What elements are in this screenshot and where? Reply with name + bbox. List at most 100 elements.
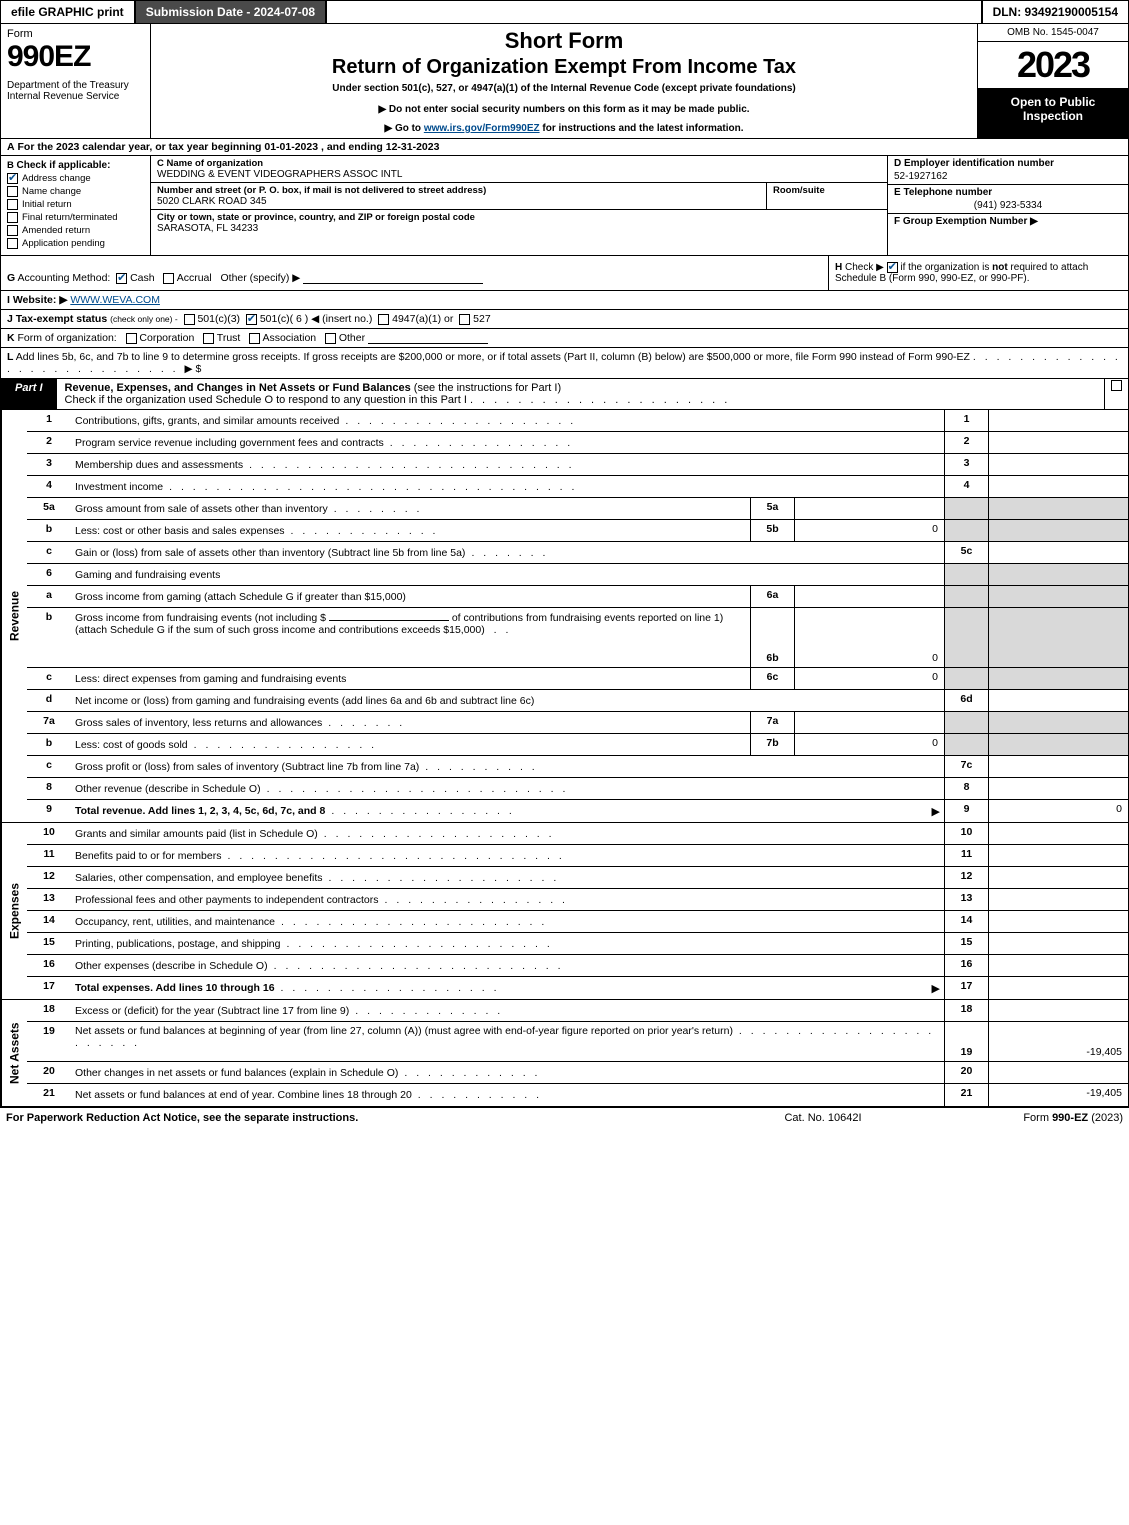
footer-left: For Paperwork Reduction Act Notice, see … (6, 1112, 723, 1124)
other-org-line[interactable] (368, 332, 488, 344)
line-17: 17 Total expenses. Add lines 10 through … (27, 977, 1128, 999)
part-1-tag: Part I (1, 379, 57, 409)
opt-name-change[interactable]: Name change (7, 186, 144, 197)
j-sub: (check only one) - (110, 314, 178, 324)
checkbox-cash[interactable] (116, 273, 127, 284)
checkbox-accrual[interactable] (163, 273, 174, 284)
line-6c-subval: 0 (794, 668, 944, 689)
line-6b-subnum: 6b (750, 608, 794, 667)
goto-instructions: ▶ Go to www.irs.gov/Form990EZ for instru… (159, 123, 969, 134)
opt-amended-return[interactable]: Amended return (7, 225, 144, 236)
checkbox-final-return[interactable] (7, 212, 18, 223)
line-7b-desc: Less: cost of goods sold . . . . . . . . … (71, 734, 750, 755)
checkbox-schedule-b[interactable] (887, 262, 898, 273)
line-6-rvalshade (988, 564, 1128, 585)
revenue-section: Revenue 1 Contributions, gifts, grants, … (1, 410, 1128, 823)
tax-year: 2023 (978, 42, 1128, 89)
form-number: 990EZ (7, 40, 144, 74)
dots: . . . . . . . . . . . . . . . . . . . . … (169, 481, 940, 493)
line-19-num: 19 (27, 1022, 71, 1061)
h-not: not (992, 262, 1008, 273)
website-link[interactable]: WWW.WEVA.COM (70, 294, 160, 306)
line-5b-desc: Less: cost or other basis and sales expe… (71, 520, 750, 541)
line-5a-num: 5a (27, 498, 71, 519)
line-12-rval (988, 867, 1128, 888)
line-15-text: Printing, publications, postage, and shi… (75, 938, 280, 950)
checkbox-527[interactable] (459, 314, 470, 325)
other-label: Other (specify) ▶ (221, 272, 301, 284)
dots: . . . . . . . (471, 547, 940, 559)
street-row: Number and street (or P. O. box, if mail… (151, 183, 887, 210)
line-1: 1 Contributions, gifts, grants, and simi… (27, 410, 1128, 432)
opt-application-pending[interactable]: Application pending (7, 238, 144, 249)
checkbox-trust[interactable] (203, 333, 214, 344)
irs-link[interactable]: www.irs.gov/Form990EZ (424, 123, 540, 134)
checkbox-address-change[interactable] (7, 173, 18, 184)
schedule-b-check: H Check ▶ if the organization is not req… (828, 256, 1128, 290)
line-7b-text: Less: cost of goods sold (75, 739, 188, 751)
line-5a-rvalshade (988, 498, 1128, 519)
line-8-desc: Other revenue (describe in Schedule O). … (71, 778, 944, 799)
goto-pre: ▶ Go to (384, 123, 423, 134)
part-1-title-wrap: Revenue, Expenses, and Changes in Net As… (57, 379, 1104, 409)
line-3-rnum: 3 (944, 454, 988, 475)
line-13-rnum: 13 (944, 889, 988, 910)
checkbox-amended-return[interactable] (7, 225, 18, 236)
line-6d-text: Net income or (loss) from gaming and fun… (75, 695, 534, 707)
line-5c-text: Gain or (loss) from sale of assets other… (75, 547, 465, 559)
line-5b: b Less: cost or other basis and sales ex… (27, 520, 1128, 542)
dots: . . . . . . . . . . . . . . . . . . . . … (281, 916, 940, 928)
line-7a-text: Gross sales of inventory, less returns a… (75, 717, 322, 729)
section-bcdef: B Check if applicable: Address change Na… (0, 156, 1129, 256)
checkbox-4947[interactable] (378, 314, 389, 325)
efile-print-button[interactable]: efile GRAPHIC print (1, 1, 136, 23)
c-label: C (157, 158, 164, 169)
line-5b-text: Less: cost or other basis and sales expe… (75, 525, 285, 537)
line-5c: c Gain or (loss) from sale of assets oth… (27, 542, 1128, 564)
j-label: J Tax-exempt status (7, 313, 107, 325)
checkbox-initial-return[interactable] (7, 199, 18, 210)
checkbox-501c[interactable] (246, 314, 257, 325)
submission-date-button[interactable]: Submission Date - 2024-07-08 (136, 1, 327, 23)
checkbox-corporation[interactable] (126, 333, 137, 344)
checkbox-application-pending[interactable] (7, 238, 18, 249)
k-label: K (7, 332, 15, 344)
dots: . . . . . . . . (334, 503, 746, 515)
room-suite-cell: Room/suite (767, 183, 887, 209)
dots: . . . . . . . . . . . . . . . . . . . . (345, 415, 940, 427)
line-21-num: 21 (27, 1084, 71, 1106)
527-label: 527 (473, 313, 491, 325)
other-specify-line[interactable] (303, 262, 483, 284)
checkbox-501c3[interactable] (184, 314, 195, 325)
line-5b-subval: 0 (794, 520, 944, 541)
checkbox-association[interactable] (249, 333, 260, 344)
line-6a-subval (794, 586, 944, 607)
line-4: 4 Investment income. . . . . . . . . . .… (27, 476, 1128, 498)
address-change-label: Address change (22, 173, 91, 184)
opt-address-change[interactable]: Address change (7, 173, 144, 184)
final-return-label: Final return/terminated (22, 212, 118, 223)
line-4-rnum: 4 (944, 476, 988, 497)
line-6-desc: Gaming and fundraising events (71, 564, 944, 585)
line-6c: c Less: direct expenses from gaming and … (27, 668, 1128, 690)
opt-final-return[interactable]: Final return/terminated (7, 212, 144, 223)
checkbox-schedule-o-part1[interactable] (1111, 380, 1122, 391)
line-18-rnum: 18 (944, 1000, 988, 1021)
line-11: 11 Benefits paid to or for members. . . … (27, 845, 1128, 867)
omb-number: OMB No. 1545-0047 (978, 24, 1128, 42)
line-18-desc: Excess or (deficit) for the year (Subtra… (71, 1000, 944, 1021)
line-9-num: 9 (27, 800, 71, 822)
page-footer: For Paperwork Reduction Act Notice, see … (0, 1107, 1129, 1128)
line-19-rval: -19,405 (988, 1022, 1128, 1061)
line-7c-desc: Gross profit or (loss) from sales of inv… (71, 756, 944, 777)
checkbox-name-change[interactable] (7, 186, 18, 197)
public-inspection-badge: Open to Public Inspection (978, 89, 1128, 138)
line-4-rval (988, 476, 1128, 497)
line-5a-text: Gross amount from sale of assets other t… (75, 503, 328, 515)
checkbox-other-org[interactable] (325, 333, 336, 344)
opt-initial-return[interactable]: Initial return (7, 199, 144, 210)
line-19-text: Net assets or fund balances at beginning… (75, 1025, 733, 1037)
net-assets-body: 18 Excess or (deficit) for the year (Sub… (27, 1000, 1128, 1106)
dots: . . . . . . . . . . . . . . . . (194, 739, 746, 751)
l-text-wrap: L Add lines 5b, 6c, and 7b to line 9 to … (7, 351, 1122, 375)
